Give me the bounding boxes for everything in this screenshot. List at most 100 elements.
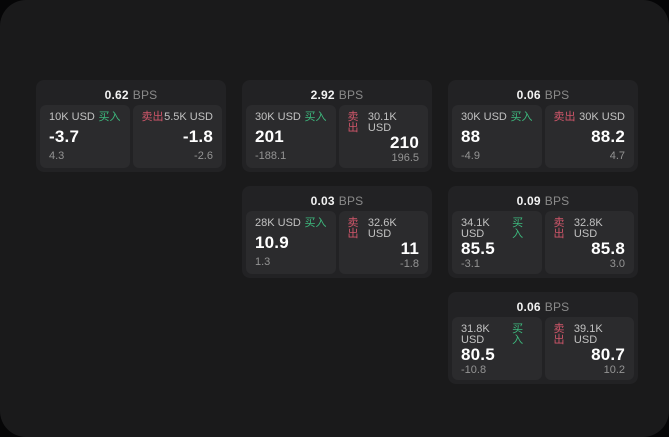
buy-delta: -3.1 <box>461 257 480 270</box>
sell-panel[interactable]: 卖出 30K USD 88.2 4.7 <box>544 105 634 168</box>
card-body: 31.8K USD 买入 80.5 -10.8 卖出 39.1K USD 80.… <box>452 317 634 380</box>
buy-delta: -4.9 <box>461 150 480 162</box>
sell-amount: 39.1K USD <box>573 323 603 346</box>
buy-price: 88 <box>461 126 481 146</box>
buy-panel-top: 31.8K USD 买入 <box>461 324 533 346</box>
sell-amount: 5.5K USD <box>164 111 213 123</box>
card-body: 30K USD 买入 88 -4.9 卖出 30K USD 88.2 4.7 <box>452 105 634 168</box>
quote-card: 0.06 BPS 31.8K USD 买入 80.5 -10.8 卖出 39.1… <box>448 292 638 384</box>
bps-unit-label: BPS <box>544 299 570 314</box>
card-body: 10K USD 买入 -3.7 4.3 卖出 5.5K USD -1.8 -2.… <box>40 105 222 168</box>
sell-side-label: 卖出 <box>553 323 565 346</box>
buy-panel-top: 10K USD 买入 <box>49 112 121 123</box>
buy-side-label: 买入 <box>304 111 327 123</box>
buy-amount: 28K USD <box>255 217 301 229</box>
buy-price: 85.5 <box>461 239 495 258</box>
sell-price: 11 <box>400 239 419 258</box>
bps-unit-label: BPS <box>132 87 158 102</box>
buy-panel-top: 30K USD 买入 <box>255 112 327 123</box>
buy-side-label: 买入 <box>98 111 121 123</box>
quote-card: 0.06 BPS 30K USD 买入 88 -4.9 卖出 30K USD 8… <box>448 80 638 172</box>
buy-delta: 1.3 <box>255 256 271 268</box>
sell-panel[interactable]: 卖出 39.1K USD 80.7 10.2 <box>544 317 634 380</box>
card-body: 30K USD 买入 201 -188.1 卖出 30.1K USD 210 1… <box>246 105 428 168</box>
sell-panel-top: 卖出 32.6K USD <box>348 218 420 240</box>
card-header: 2.92 BPS <box>246 84 428 105</box>
sell-amount: 32.6K USD <box>367 217 397 240</box>
sell-side-label: 卖出 <box>553 111 576 123</box>
quote-cards-grid: 0.62 BPS 10K USD 买入 -3.7 4.3 卖出 5.5K USD… <box>36 80 638 384</box>
sell-side-label: 卖出 <box>553 217 565 240</box>
buy-panel[interactable]: 34.1K USD 买入 85.5 -3.1 <box>452 211 542 274</box>
buy-delta: -188.1 <box>255 150 287 162</box>
bps-unit-label: BPS <box>544 193 570 208</box>
buy-price: 201 <box>255 126 284 146</box>
buy-delta: 4.3 <box>49 150 65 162</box>
buy-panel[interactable]: 10K USD 买入 -3.7 4.3 <box>40 105 130 168</box>
sell-side-label: 卖出 <box>141 111 164 123</box>
sell-panel-top: 卖出 32.8K USD <box>554 218 626 240</box>
buy-side-label: 买入 <box>510 111 533 123</box>
quote-card: 0.09 BPS 34.1K USD 买入 85.5 -3.1 卖出 32.8K… <box>448 186 638 278</box>
buy-amount: 31.8K USD <box>461 323 490 346</box>
sell-amount: 30K USD <box>579 111 625 123</box>
buy-panel[interactable]: 28K USD 买入 10.9 1.3 <box>246 211 336 274</box>
buy-amount: 10K USD <box>49 111 95 123</box>
bps-value: 0.06 <box>516 87 541 102</box>
sell-side-label: 卖出 <box>347 217 359 240</box>
sell-delta: -1.8 <box>400 257 419 270</box>
quote-card: 0.62 BPS 10K USD 买入 -3.7 4.3 卖出 5.5K USD… <box>36 80 226 172</box>
bps-value: 0.06 <box>516 299 541 314</box>
buy-price: 10.9 <box>255 232 289 252</box>
sell-delta: -2.6 <box>194 150 213 162</box>
card-header: 0.62 BPS <box>40 84 222 105</box>
buy-side-label: 买入 <box>512 217 524 240</box>
buy-panel-top: 30K USD 买入 <box>461 112 533 123</box>
bps-value: 2.92 <box>310 87 335 102</box>
buy-panel-top: 28K USD 买入 <box>255 218 327 229</box>
card-body: 28K USD 买入 10.9 1.3 卖出 32.6K USD 11 -1.8 <box>246 211 428 274</box>
sell-price: 88.2 <box>591 126 625 146</box>
card-header: 0.06 BPS <box>452 296 634 317</box>
quote-card: 0.03 BPS 28K USD 买入 10.9 1.3 卖出 32.6K US… <box>242 186 432 278</box>
buy-amount: 30K USD <box>255 111 301 123</box>
bps-value: 0.09 <box>516 193 541 208</box>
sell-delta: 196.5 <box>391 151 419 164</box>
sell-panel-top: 卖出 30.1K USD <box>348 112 420 134</box>
sell-panel-top: 卖出 5.5K USD <box>142 112 214 123</box>
buy-panel[interactable]: 30K USD 买入 88 -4.9 <box>452 105 542 168</box>
buy-delta: -10.8 <box>461 363 487 376</box>
card-header: 0.09 BPS <box>452 190 634 211</box>
buy-panel[interactable]: 31.8K USD 买入 80.5 -10.8 <box>452 317 542 380</box>
sell-delta: 10.2 <box>603 363 625 376</box>
bps-value: 0.03 <box>310 193 335 208</box>
bps-unit-label: BPS <box>544 87 570 102</box>
buy-price: 80.5 <box>461 345 495 364</box>
buy-panel[interactable]: 30K USD 买入 201 -188.1 <box>246 105 336 168</box>
sell-panel[interactable]: 卖出 32.8K USD 85.8 3.0 <box>544 211 634 274</box>
buy-price: -3.7 <box>49 126 80 146</box>
sell-panel[interactable]: 卖出 30.1K USD 210 196.5 <box>338 105 428 168</box>
sell-delta: 3.0 <box>609 257 625 270</box>
card-header: 0.03 BPS <box>246 190 428 211</box>
sell-price: -1.8 <box>182 126 213 146</box>
buy-amount: 34.1K USD <box>461 217 490 240</box>
sell-panel-top: 卖出 39.1K USD <box>554 324 626 346</box>
bps-value: 0.62 <box>104 87 129 102</box>
sell-price: 80.7 <box>591 345 625 364</box>
card-body: 34.1K USD 买入 85.5 -3.1 卖出 32.8K USD 85.8… <box>452 211 634 274</box>
bps-unit-label: BPS <box>338 193 364 208</box>
buy-side-label: 买入 <box>512 323 524 346</box>
buy-panel-top: 34.1K USD 买入 <box>461 218 533 240</box>
sell-amount: 32.8K USD <box>573 217 603 240</box>
card-header: 0.06 BPS <box>452 84 634 105</box>
buy-amount: 30K USD <box>461 111 507 123</box>
sell-panel[interactable]: 卖出 32.6K USD 11 -1.8 <box>338 211 428 274</box>
sell-side-label: 卖出 <box>347 111 359 134</box>
bps-unit-label: BPS <box>338 87 364 102</box>
buy-side-label: 买入 <box>304 217 327 229</box>
sell-price: 85.8 <box>591 239 625 258</box>
sell-delta: 4.7 <box>609 150 625 162</box>
sell-panel[interactable]: 卖出 5.5K USD -1.8 -2.6 <box>132 105 222 168</box>
sell-amount: 30.1K USD <box>367 111 397 134</box>
